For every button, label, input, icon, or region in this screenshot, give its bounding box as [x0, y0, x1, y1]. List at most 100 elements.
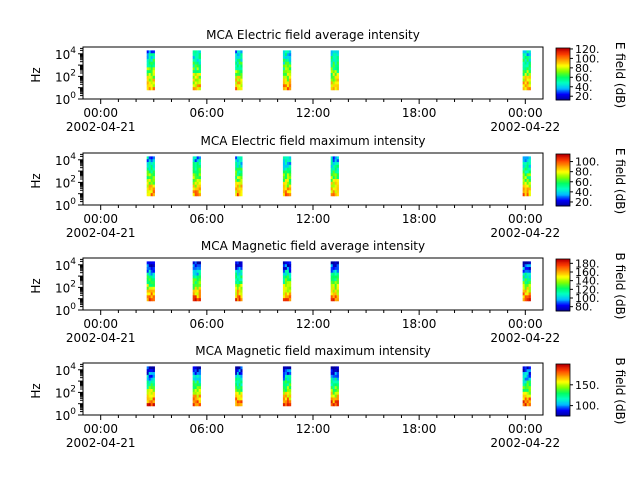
heatmap-cell	[286, 374, 290, 378]
heatmap-cell	[196, 75, 199, 79]
heatmap-cell	[286, 64, 290, 68]
heatmap-cell	[334, 67, 337, 71]
heatmap-cell	[148, 380, 151, 384]
heatmap-cell	[522, 164, 525, 168]
heatmap-cell	[522, 264, 525, 268]
heatmap-cell	[288, 164, 292, 168]
heatmap-cell	[528, 173, 531, 177]
heatmap-cell	[522, 269, 525, 273]
heatmap-cell	[332, 73, 335, 77]
colorbar-step	[556, 71, 570, 74]
heatmap-cell	[238, 269, 241, 273]
colorbar-step	[556, 204, 570, 207]
heatmap-cell	[284, 179, 288, 183]
heatmap-cell	[146, 289, 149, 293]
colorbar-step	[556, 90, 570, 93]
heatmap-cell	[336, 61, 339, 65]
heatmap-cell	[522, 369, 525, 373]
heatmap-cell	[238, 64, 241, 68]
heatmap-cell	[334, 284, 337, 288]
date-label: 2002-04-22	[490, 226, 560, 240]
heatmap-segment	[522, 261, 531, 302]
heatmap-cell	[336, 67, 339, 71]
heatmap-cell	[288, 269, 292, 273]
heatmap-cell	[332, 286, 335, 290]
colorbar-step	[556, 77, 570, 80]
heatmap-cell	[526, 284, 529, 288]
heatmap-cell	[194, 292, 197, 296]
heatmap-cell	[150, 286, 153, 290]
heatmap-cell	[334, 64, 337, 68]
heatmap-cell	[286, 159, 290, 163]
heatmap-cell	[152, 187, 155, 191]
heatmap-cell	[198, 369, 201, 373]
heatmap-cell	[148, 84, 151, 88]
colorbar-step	[556, 49, 570, 51]
heatmap-cell	[528, 162, 531, 166]
heatmap-cell	[238, 391, 241, 395]
heatmap-cell	[528, 278, 531, 282]
heatmap-cell	[146, 369, 149, 373]
colorbar-step	[556, 406, 570, 409]
heatmap-cell	[146, 179, 149, 183]
heatmap-cell	[288, 374, 292, 378]
colorbar-step	[556, 182, 570, 185]
heatmap-cell	[152, 53, 155, 57]
heatmap-cell	[526, 159, 529, 163]
heatmap-cell	[336, 264, 339, 268]
heatmap-cell	[235, 167, 238, 171]
heatmap-cell	[288, 75, 292, 79]
heatmap-cell	[240, 67, 243, 71]
heatmap-cell	[334, 261, 337, 265]
heatmap-cell	[194, 289, 197, 293]
heatmap-cell	[526, 84, 529, 88]
heatmap-cell	[192, 372, 195, 376]
heatmap-cell	[284, 394, 288, 398]
heatmap-cell	[235, 156, 238, 160]
heatmap-cell	[196, 164, 199, 168]
heatmap-cell	[152, 272, 155, 276]
heatmap-cell	[146, 298, 149, 302]
heatmap-cell	[194, 391, 197, 395]
heatmap-cell	[196, 374, 199, 378]
heatmap-cell	[330, 53, 333, 57]
heatmap-cell	[288, 181, 292, 185]
heatmap-cell	[238, 184, 241, 188]
heatmap-cell	[240, 176, 243, 180]
heatmap-cell	[284, 289, 288, 293]
colorbar-step	[556, 369, 570, 371]
y-axis-label: Hz	[29, 173, 43, 188]
heatmap-cell	[522, 261, 525, 265]
heatmap-cell	[150, 156, 153, 160]
colorbar-step	[556, 279, 570, 282]
colorbar-step	[556, 264, 570, 266]
heatmap-cell	[528, 298, 531, 302]
heatmap-cell	[288, 267, 292, 271]
heatmap-cell	[288, 298, 292, 302]
heatmap-cell	[240, 184, 243, 188]
heatmap-cell	[332, 281, 335, 285]
date-label: 2002-04-21	[66, 226, 136, 240]
heatmap-cell	[194, 389, 197, 393]
heatmap-cell	[334, 73, 337, 77]
colorbar-step	[556, 75, 570, 77]
colorbar-step	[556, 399, 570, 401]
heatmap-cell	[524, 70, 527, 74]
heatmap-cell	[238, 264, 241, 268]
heatmap-cell	[334, 170, 337, 174]
heatmap-cell	[194, 64, 197, 68]
heatmap-cell	[192, 187, 195, 191]
heatmap-cell	[330, 272, 333, 276]
heatmap-cell	[330, 400, 333, 404]
heatmap-cell	[336, 50, 339, 54]
heatmap-cell	[238, 281, 241, 285]
heatmap-cell	[146, 167, 149, 171]
heatmap-cell	[148, 374, 151, 378]
x-tick-label: 00:00	[83, 317, 118, 331]
heatmap-cell	[288, 284, 292, 288]
heatmap-cell	[526, 162, 529, 166]
colorbar-step	[556, 300, 570, 303]
heatmap-cell	[238, 181, 241, 185]
colorbar-step	[556, 286, 570, 288]
heatmap-cell	[236, 162, 239, 166]
